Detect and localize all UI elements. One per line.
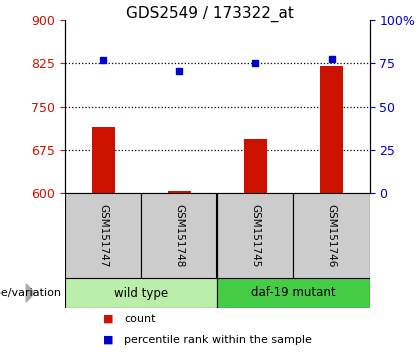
Text: GSM151746: GSM151746 <box>326 204 336 267</box>
Bar <box>141 193 218 278</box>
Text: GSM151748: GSM151748 <box>174 204 184 267</box>
Text: GDS2549 / 173322_at: GDS2549 / 173322_at <box>126 6 294 22</box>
Bar <box>244 139 267 193</box>
Text: ■: ■ <box>103 314 113 324</box>
Bar <box>92 127 115 193</box>
Text: ■: ■ <box>103 335 113 345</box>
Bar <box>65 278 218 308</box>
Text: daf-19 mutant: daf-19 mutant <box>251 286 336 299</box>
Text: genotype/variation: genotype/variation <box>0 288 61 298</box>
Text: percentile rank within the sample: percentile rank within the sample <box>124 335 312 345</box>
Polygon shape <box>26 284 34 302</box>
Bar <box>218 278 370 308</box>
Bar <box>65 193 141 278</box>
Text: GSM151747: GSM151747 <box>98 204 108 267</box>
Text: wild type: wild type <box>114 286 168 299</box>
Bar <box>218 193 294 278</box>
Bar <box>168 191 191 193</box>
Bar <box>294 193 370 278</box>
Bar <box>320 66 343 193</box>
Text: count: count <box>124 314 155 324</box>
Text: GSM151745: GSM151745 <box>250 204 260 267</box>
